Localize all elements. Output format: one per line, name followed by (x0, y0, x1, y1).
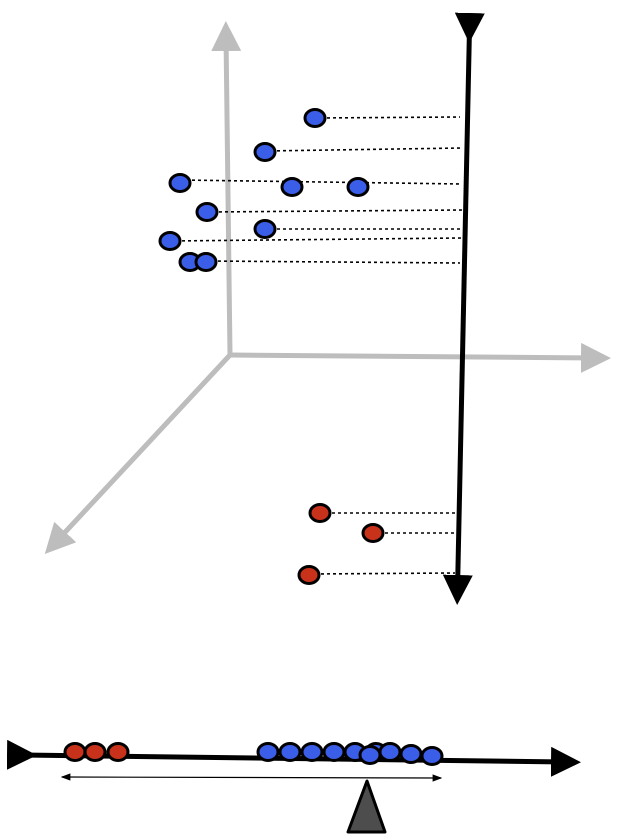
projection-line (169, 237, 463, 242)
point-blue (278, 742, 302, 762)
point-blue (420, 746, 444, 766)
point-red (308, 503, 332, 523)
projection-line (205, 260, 461, 264)
point-red (361, 523, 385, 543)
points-1d (63, 742, 444, 766)
point-blue (195, 202, 219, 222)
axis-horizontal (229, 342, 611, 373)
fulcrum (346, 779, 387, 834)
point-blue (194, 252, 218, 272)
point-red (297, 565, 321, 585)
projection-line (308, 572, 456, 575)
point-blue (300, 742, 324, 762)
projection-axis (442, 12, 485, 605)
point-blue (168, 173, 192, 193)
point-blue (158, 231, 182, 251)
points-3d (158, 108, 385, 585)
axis-depth (44, 353, 232, 554)
projection-line (206, 209, 463, 213)
axis-vertical (211, 21, 242, 356)
projection-line (179, 179, 463, 185)
point-blue (378, 742, 402, 762)
point-blue (253, 219, 277, 239)
point-blue (399, 744, 423, 764)
point-red (106, 742, 130, 762)
point-blue (358, 745, 382, 765)
point-blue (280, 177, 304, 197)
point-blue (256, 742, 280, 762)
point-blue (303, 108, 327, 128)
point-blue (322, 742, 346, 762)
spread-arrow (60, 773, 443, 782)
projection-lines (169, 116, 463, 575)
projection-line (264, 147, 463, 152)
point-red (83, 742, 107, 762)
point-red (63, 742, 87, 762)
point-blue (253, 142, 277, 162)
point-blue (346, 177, 370, 197)
projection-line (314, 116, 461, 119)
